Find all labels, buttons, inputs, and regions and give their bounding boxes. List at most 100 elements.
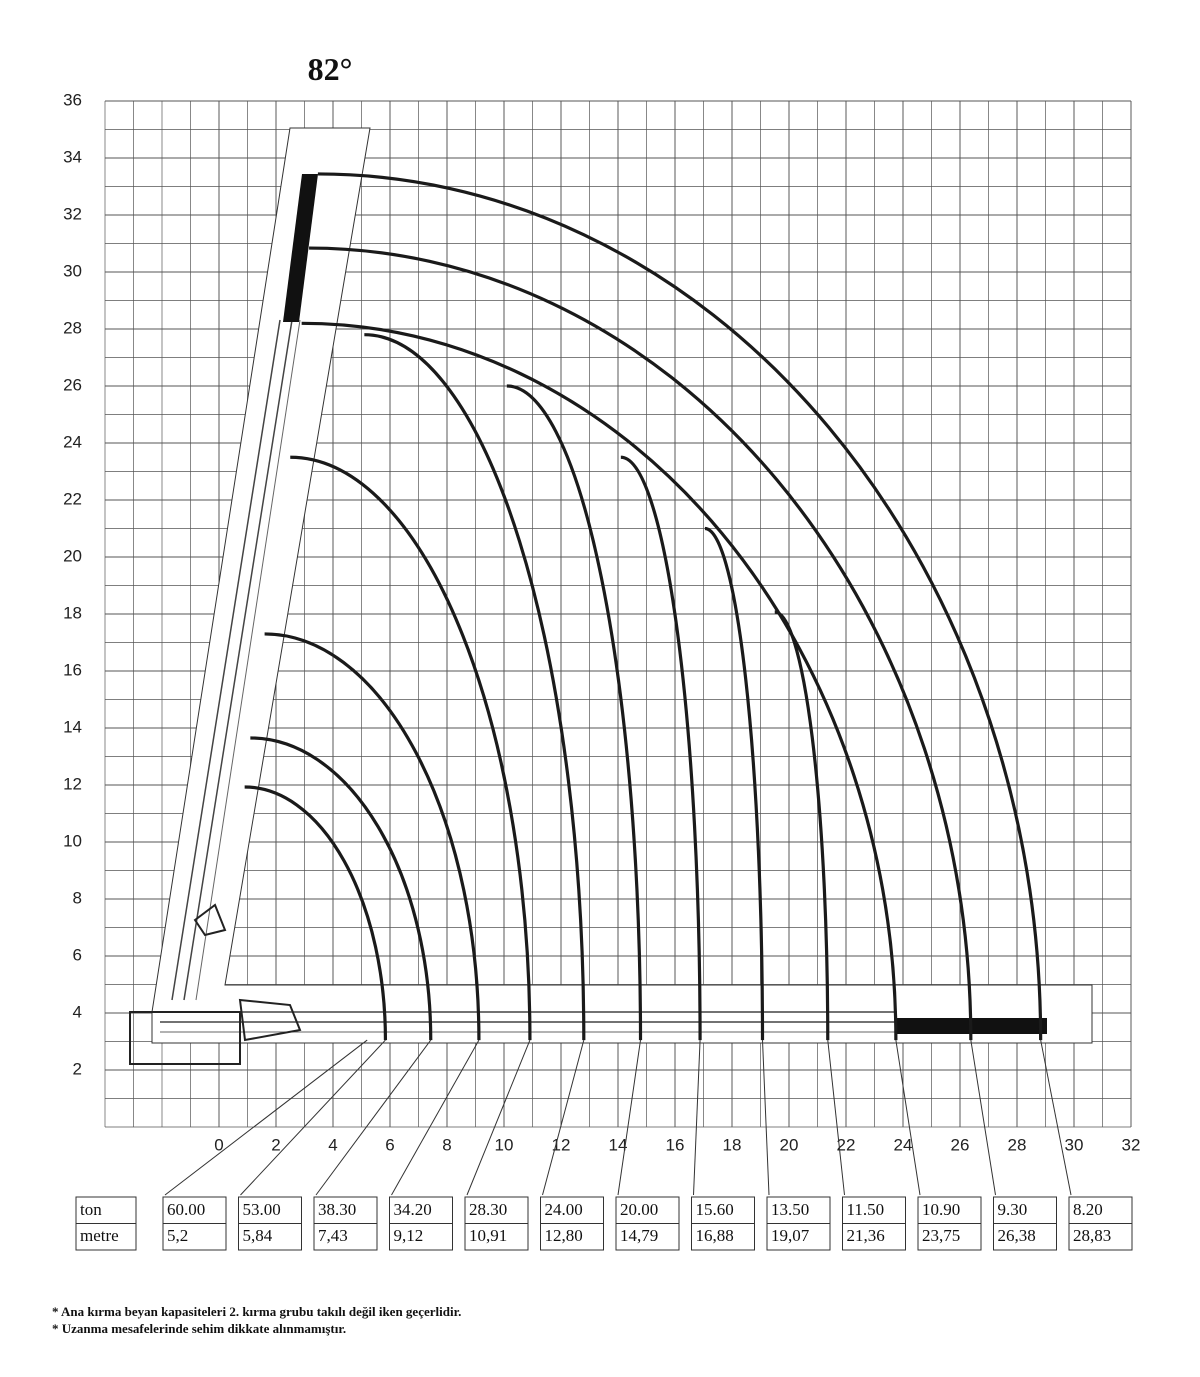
crane-joint [193,903,302,1042]
x-tick-label: 6 [385,1135,394,1154]
footnote: * Uzanma mesafelerinde sehim dikkate alı… [52,1321,346,1336]
footnote: * Ana kırma beyan kapasiteleri 2. kırma … [52,1304,461,1319]
leader-line [391,1039,480,1196]
boom-line [195,319,301,1001]
load-curve [264,632,481,1041]
x-tick-label: 32 [1122,1135,1141,1154]
load-curve [290,455,532,1041]
capacity-label: 24.00 [545,1200,583,1219]
y-tick-label: 2 [73,1059,82,1078]
load-curve [309,246,973,1041]
y-tick-label: 22 [63,489,82,508]
load-curve [774,610,830,1041]
leader-line [693,1040,701,1196]
leader-line [315,1039,432,1196]
capacity-label: 34.20 [394,1200,432,1219]
x-tick-label: 8 [442,1135,451,1154]
leader-line [970,1039,996,1196]
radius-label: 19,07 [771,1226,810,1245]
x-tick-label: 18 [723,1135,742,1154]
radius-label: 28,83 [1073,1226,1111,1245]
load-curve [364,333,586,1041]
capacity-label: 10.90 [922,1200,960,1219]
y-tick-label: 14 [63,717,82,736]
capacity-label: 60.00 [167,1200,205,1219]
y-tick-label: 10 [63,831,82,850]
radius-label: 23,75 [922,1226,960,1245]
row-label: metre [80,1226,119,1245]
capacity-label: 28.30 [469,1200,507,1219]
radius-label: 26,38 [998,1226,1036,1245]
radius-label: 5,2 [167,1226,188,1245]
boom-envelope [151,127,1093,1044]
capacity-label: 15.60 [696,1200,734,1219]
y-tick-label: 28 [63,318,82,337]
row-label: ton [80,1200,102,1219]
y-tick-label: 36 [63,90,82,109]
leader-line [240,1039,386,1196]
radius-label: 12,80 [545,1226,583,1245]
load-curve [506,384,643,1041]
capacity-label: 53.00 [243,1200,281,1219]
y-tick-label: 8 [73,888,82,907]
x-tick-label: 24 [894,1135,913,1154]
leader-line [1040,1039,1072,1196]
radius-label: 16,88 [696,1226,734,1245]
leader-line [466,1039,531,1196]
load-curve [244,785,388,1041]
boom-line [183,319,293,1001]
capacity-label: 8.20 [1073,1200,1103,1219]
y-tick-label: 4 [73,1002,82,1021]
y-tick-label: 32 [63,204,82,223]
leader-line [617,1040,642,1196]
boom-line [171,319,281,1001]
leader-line [895,1039,921,1196]
x-tick-label: 12 [552,1135,571,1154]
capacity-label: 13.50 [771,1200,809,1219]
radius-label: 7,43 [318,1226,348,1245]
x-tick-label: 28 [1008,1135,1027,1154]
radius-label: 14,79 [620,1226,658,1245]
x-tick-label: 16 [666,1135,685,1154]
y-tick-label: 12 [63,774,82,793]
load-curve [704,526,765,1041]
y-tick-label: 26 [63,375,82,394]
y-tick-label: 6 [73,945,82,964]
load-curve [620,455,702,1041]
radius-label: 21,36 [847,1226,885,1245]
load-curve [301,321,898,1041]
y-tick-label: 30 [63,261,82,280]
capacity-label: 9.30 [998,1200,1028,1219]
x-tick-label: 0 [214,1135,223,1154]
radius-label: 10,91 [469,1226,507,1245]
crane-drawing [129,127,1093,1065]
x-tick-label: 26 [951,1135,970,1154]
y-tick-label: 18 [63,603,82,622]
y-tick-label: 16 [63,660,82,679]
y-tick-label: 20 [63,546,82,565]
leader-line [542,1039,585,1196]
x-tick-label: 10 [495,1135,514,1154]
x-tick-label: 20 [780,1135,799,1154]
radius-label: 9,12 [394,1226,424,1245]
chart-title: 82° [308,51,353,87]
x-tick-label: 30 [1065,1135,1084,1154]
boom-extension [283,174,318,322]
y-tick-label: 34 [63,147,82,166]
radius-label: 5,84 [243,1226,273,1245]
crane-base [129,1011,241,1065]
capacity-label: 38.30 [318,1200,356,1219]
load-curve [250,736,433,1041]
capacity-label: 20.00 [620,1200,658,1219]
x-tick-label: 14 [609,1135,628,1154]
leader-line [164,1039,368,1196]
x-tick-label: 2 [271,1135,280,1154]
load-curve [317,172,1043,1041]
capacity-label: 11.50 [847,1200,885,1219]
leader-line [761,1040,770,1196]
y-tick-label: 24 [63,432,82,451]
leader-line [827,1040,845,1196]
x-tick-label: 4 [328,1135,337,1154]
x-tick-label: 22 [837,1135,856,1154]
